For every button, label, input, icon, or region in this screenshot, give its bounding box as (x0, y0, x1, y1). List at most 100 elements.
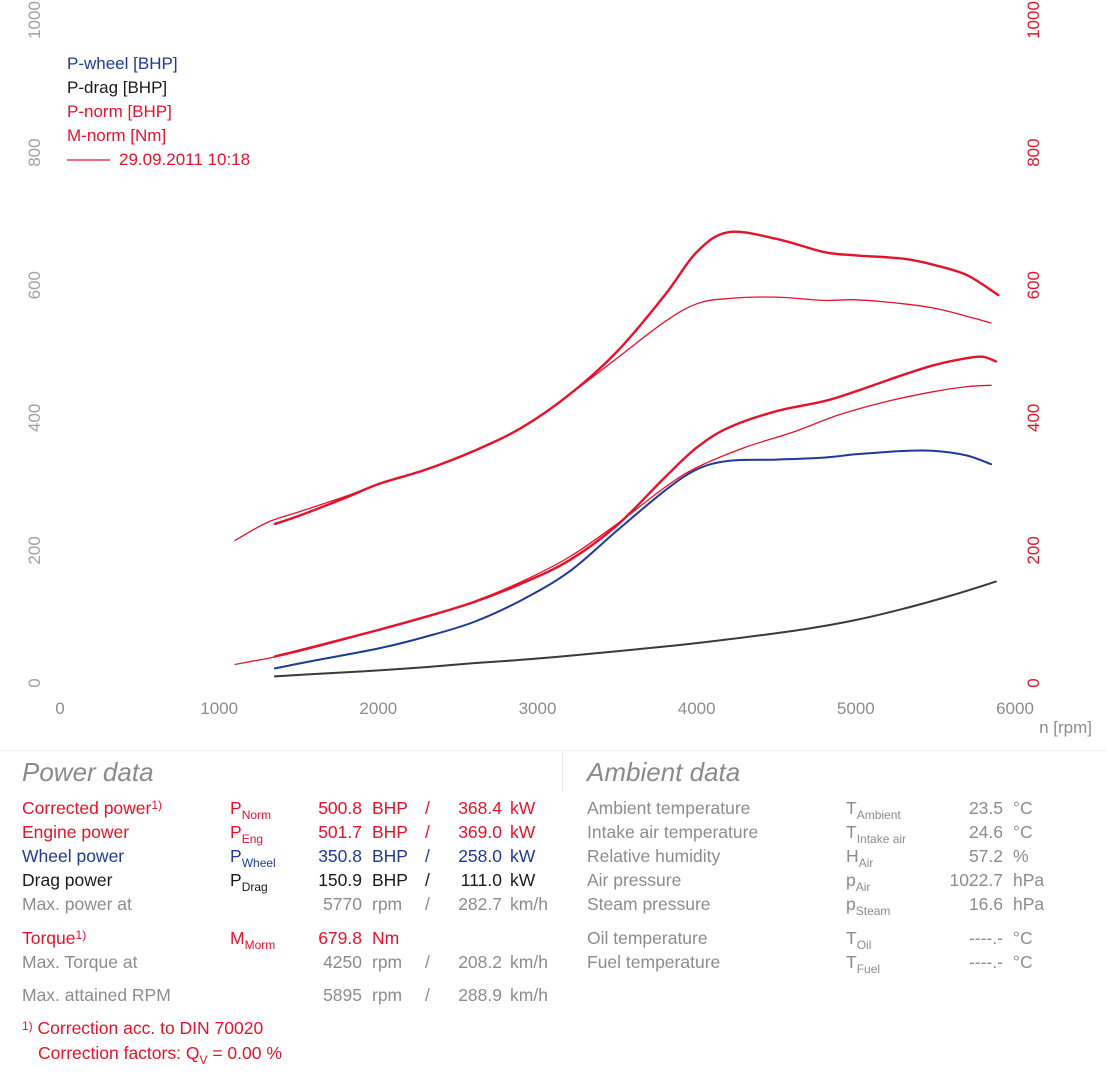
legend-entry: 29.09.2011 10:18 (119, 150, 250, 169)
ambient-value: ----.- (968, 928, 1003, 948)
y-right-tick-label: 200 (1024, 536, 1043, 564)
section-vertical-divider (562, 752, 563, 792)
row-unit-1: Nm (372, 928, 400, 948)
row-symbol: PWheel (230, 846, 276, 870)
ambient-symbol: HAir (846, 846, 874, 870)
series-line-m_norm (273, 230, 1000, 526)
ambient-label: Ambient temperature (587, 798, 751, 818)
ambient-value: 1022.7 (949, 870, 1003, 890)
y-right-tick-label: 400 (1024, 404, 1043, 432)
y-left-tick-label: 0 (25, 678, 44, 687)
row-value-1: 150.9 (318, 870, 362, 890)
ambient-unit: hPa (1013, 894, 1045, 914)
row-label: Max. power at (22, 894, 132, 914)
ambient-row: Air pressure pAir 1022.7 hPa (0, 870, 1107, 894)
x-tick-label: 3000 (519, 699, 557, 718)
row-slash: / (425, 952, 430, 972)
row-value-2: 369.0 (458, 822, 502, 842)
row-value-1: 5770 (323, 894, 362, 914)
ambient-symbol: TOil (846, 928, 872, 952)
row-value-1: 501.7 (318, 822, 362, 842)
legend-entry: M-norm [Nm] (67, 126, 166, 145)
row-symbol: PNorm (230, 798, 272, 822)
row-unit-2: km/h (510, 985, 548, 1005)
ambient-row: Steam pressure pSteam 16.6 hPa (0, 894, 1107, 918)
row-unit-1: BHP (372, 870, 408, 890)
y-right-tick-label: 800 (1024, 138, 1043, 166)
power-row: Max. power at 5770 rpm / 282.7 km/h (0, 894, 1107, 918)
ambient-unit: °C (1013, 928, 1033, 948)
max-rpm-row: Max. attained RPM 5895 rpm / 288.9 km/h (0, 985, 1107, 1009)
row-symbol: PDrag (230, 870, 268, 894)
y-left-tick-label: 1000 (25, 1, 44, 39)
ambient-row: Oil temperature TOil ----.- °C (0, 928, 1107, 952)
row-value-2: 111.0 (460, 870, 502, 890)
power-row: Engine power PEng 501.7 BHP / 369.0 kW (0, 822, 1107, 846)
legend-entry: P-norm [BHP] (67, 102, 172, 121)
ambient-unit: hPa (1013, 870, 1045, 890)
section-divider (0, 750, 1107, 751)
y-right-tick-label: 0 (1024, 678, 1043, 687)
ambient-label: Intake air temperature (587, 822, 759, 842)
y-left-tick-label: 400 (25, 404, 44, 432)
row-symbol: PEng (230, 822, 264, 846)
row-value-1: 4250 (323, 952, 362, 972)
row-value-2: 282.7 (458, 894, 502, 914)
torque-row: Max. Torque at 4250 rpm / 208.2 km/h (0, 952, 1107, 976)
row-symbol: MMorm (230, 928, 276, 952)
legend-entry: P-wheel [BHP] (67, 54, 178, 73)
ambient-symbol: pAir (846, 870, 871, 894)
row-label: Max. attained RPM (22, 985, 171, 1005)
ambient-row: Fuel temperature TFuel ----.- °C (0, 952, 1107, 976)
row-unit-2: km/h (510, 952, 548, 972)
dyno-chart: 0 1000 2000 3000 4000 5000 6000 02004006008001… (25, 1, 1092, 737)
row-value-2: 288.9 (458, 985, 502, 1005)
series-line-p_drag (273, 580, 997, 678)
ambient-label: Relative humidity (587, 846, 721, 866)
x-tick-label: 2000 (359, 699, 397, 718)
ambient-unit: °C (1013, 798, 1033, 818)
row-slash: / (425, 822, 430, 842)
row-value-2: 258.0 (458, 846, 502, 866)
ambient-symbol: TIntake air (846, 822, 907, 846)
y-left-tick-label: 600 (25, 271, 44, 299)
row-value-2: 208.2 (458, 952, 502, 972)
row-label: Wheel power (22, 846, 125, 866)
row-unit-1: rpm (372, 894, 403, 914)
row-unit-2: kW (510, 822, 536, 842)
ambient-row: Relative humidity HAir 57.2% (0, 846, 1107, 870)
row-value-1: 350.8 (318, 846, 362, 866)
series-line-p_norm_2 (234, 384, 992, 666)
ambient-symbol: TFuel (846, 952, 881, 976)
row-value-1: 5895 (323, 985, 362, 1005)
x-axis-label: n [rpm] (1039, 718, 1092, 737)
row-unit-1: rpm (372, 952, 403, 972)
legend-entry: P-drag [BHP] (67, 78, 167, 97)
ambient-value: ----.- (968, 952, 1003, 972)
ambient-symbol: pSteam (846, 894, 891, 918)
row-unit-1: BHP (372, 798, 408, 818)
ambient-row: Ambient temperature TAmbient 23.5 °C (0, 798, 1107, 822)
x-tick-label: 5000 (837, 699, 875, 718)
ambient-value: 24.6 (968, 822, 1003, 842)
row-label: Max. Torque at (22, 952, 138, 972)
footnote-line-1: 1) Correction acc. to DIN 70020 (22, 1018, 264, 1038)
footnote-line-2: Correction factors: QV = 0.00 % (38, 1043, 282, 1067)
row-label: Corrected power 1) (22, 798, 163, 818)
y-left-tick-label: 200 (25, 536, 44, 564)
power-row: Wheel power PWheel 350.8 BHP / 258.0 kW (0, 846, 1107, 870)
row-unit-2: kW (510, 798, 536, 818)
row-unit-1: BHP (372, 846, 408, 866)
ambient-value: 16.6 (968, 894, 1003, 914)
row-slash: / (425, 985, 430, 1005)
row-slash: / (425, 798, 430, 818)
row-label: Drag power (22, 870, 113, 890)
power-row: Corrected power 1) PNorm 500.8 BHP / 368.4 kW (0, 798, 1107, 822)
ambient-label: Oil temperature (587, 928, 708, 948)
row-slash: / (425, 870, 430, 890)
row-unit-1: rpm (372, 985, 403, 1005)
x-tick-label: 1000 (200, 699, 238, 718)
power-row: Drag power PDrag 150.9 BHP / 111.0 kW (0, 870, 1107, 894)
row-unit-2: kW (510, 870, 536, 890)
ambient-unit: % (1013, 846, 1029, 866)
